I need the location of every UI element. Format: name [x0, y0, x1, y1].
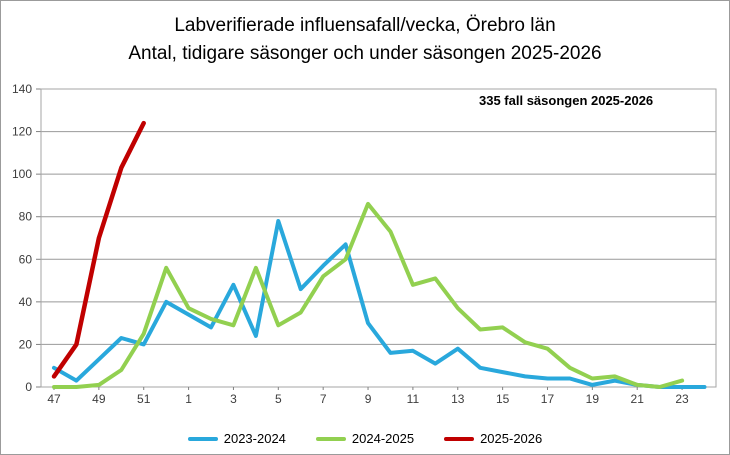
- x-axis-label: 15: [496, 392, 510, 406]
- y-axis-label: 140: [12, 82, 32, 96]
- y-axis-label: 60: [19, 252, 33, 266]
- x-axis-label: 9: [365, 392, 372, 406]
- season-total-annotation: 335 fall säsongen 2025-2026: [479, 93, 654, 108]
- legend-label-2025-2026: 2025-2026: [480, 431, 543, 446]
- x-axis-label: 23: [675, 392, 689, 406]
- x-axis-label: 7: [320, 392, 327, 406]
- legend-swatch-2025-2026: [444, 436, 475, 441]
- x-axis-label: 3: [230, 392, 237, 406]
- x-axis-label: 17: [541, 392, 555, 406]
- y-axis-label: 80: [19, 210, 33, 224]
- x-axis-label: 51: [137, 392, 151, 406]
- chart-legend: 2023-2024 2024-2025 2025-2026: [1, 431, 729, 446]
- legend-swatch-2023-2024: [187, 436, 218, 441]
- y-axis-label: 40: [19, 295, 33, 309]
- legend-label-2023-2024: 2023-2024: [223, 431, 286, 446]
- legend-item-2023-2024: 2023-2024: [187, 431, 286, 446]
- x-axis-label: 49: [92, 392, 106, 406]
- x-axis-label: 47: [47, 392, 61, 406]
- x-axis-label: 11: [407, 392, 420, 406]
- x-axis-label: 21: [631, 392, 645, 406]
- legend-label-2024-2025: 2024-2025: [351, 431, 415, 446]
- x-axis-label: 5: [275, 392, 282, 406]
- y-axis-label: 100: [12, 167, 32, 181]
- chart-title-line1: Labverifierade influensafall/vecka, Öreb…: [174, 15, 556, 36]
- legend-swatch-2024-2025: [315, 436, 346, 441]
- chart-title: Labverifierade influensafall/vecka, Öreb…: [1, 12, 729, 68]
- chart-title-line2: Antal, tidigare säsonger och under säson…: [128, 43, 602, 64]
- y-axis-label: 120: [12, 125, 32, 139]
- series-line-2025-2026: [51, 120, 146, 379]
- x-axis-label: 19: [586, 392, 600, 406]
- plot-border: [40, 88, 717, 388]
- legend-item-2025-2026: 2025-2026: [444, 431, 542, 446]
- legend-item-2024-2025: 2024-2025: [315, 431, 415, 446]
- series-line-2024-2025: [52, 201, 685, 389]
- y-axis-label: 20: [19, 337, 33, 351]
- series-line-2023-2024: [52, 219, 707, 389]
- y-axis-label: 0: [25, 380, 32, 394]
- x-axis-label: 13: [451, 392, 465, 406]
- x-axis-label: 1: [185, 392, 192, 406]
